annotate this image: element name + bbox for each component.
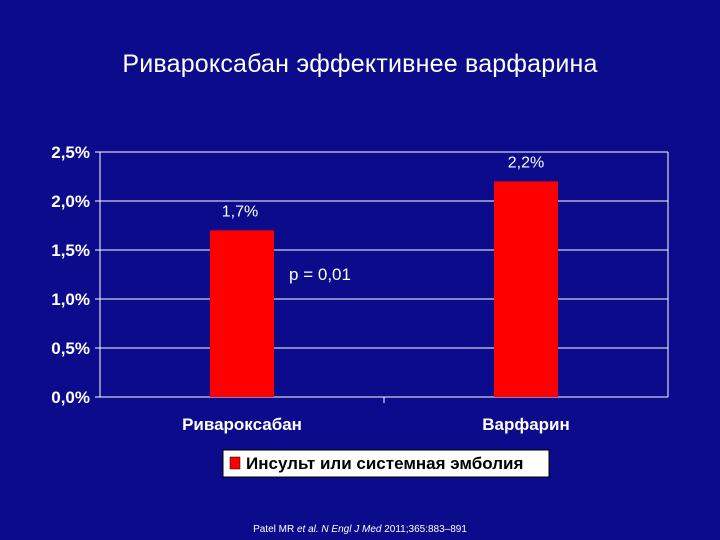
- bar: [494, 181, 558, 397]
- y-tick-label: 0,0%: [51, 388, 90, 407]
- y-tick-label: 1,5%: [51, 241, 90, 260]
- data-label: 2,2%: [508, 154, 544, 171]
- y-tick-label: 2,5%: [51, 143, 90, 162]
- y-tick-label: 2,0%: [51, 192, 90, 211]
- slide-title: Ривароксабан эффективнее варфарина: [122, 50, 598, 78]
- reference-journal: et al. N Engl J Med: [296, 524, 382, 535]
- data-label: 1,7%: [222, 203, 258, 220]
- x-tick-label: Ривароксабан: [182, 415, 302, 434]
- legend-label: Инсульт или системная эмболия: [246, 454, 523, 473]
- y-tick-label: 1,0%: [51, 290, 90, 309]
- x-tick-label: Варфарин: [482, 415, 570, 434]
- bar: [210, 230, 274, 397]
- reference-authors: Patel MR: [253, 524, 297, 535]
- reference-details: 2011;365:883–891: [381, 524, 467, 535]
- y-tick-label: 0,5%: [51, 339, 90, 358]
- reference-citation: Patel MR et al. N Engl J Med 2011;365:88…: [0, 524, 720, 535]
- p-value-annotation: p = 0,01: [289, 265, 351, 284]
- legend-box: [222, 449, 550, 478]
- legend-swatch: [229, 456, 241, 470]
